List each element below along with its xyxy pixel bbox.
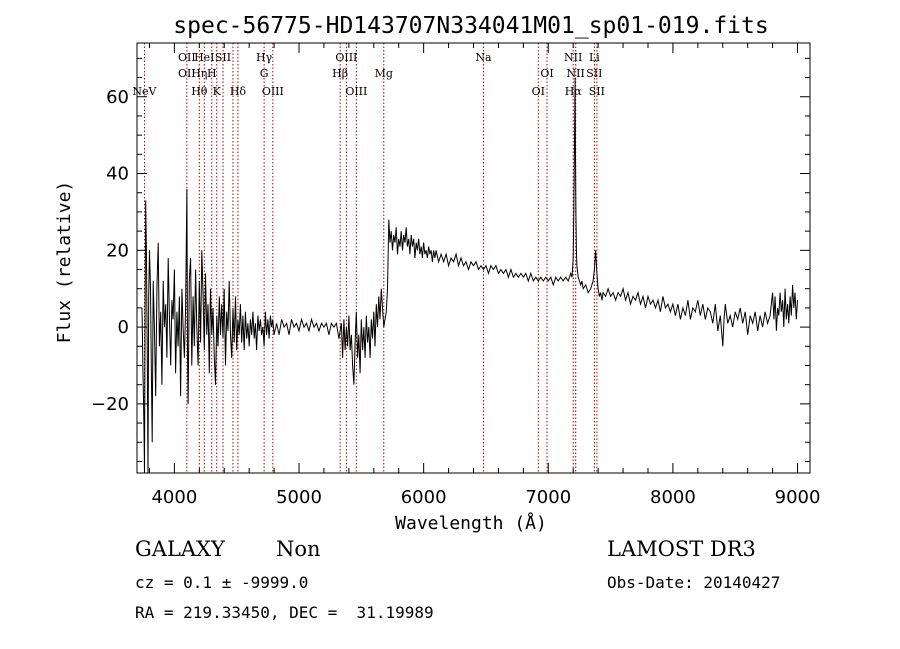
- line-marker-label: OIII: [262, 85, 284, 98]
- x-tick-label: 7000: [525, 487, 571, 508]
- line-marker-label: Li: [589, 51, 600, 64]
- y-tick-label: −20: [91, 394, 129, 415]
- y-axis-label: Flux (relative): [54, 181, 75, 344]
- line-marker-label: SII: [215, 51, 231, 64]
- line-marker-label: OIII: [345, 85, 367, 98]
- x-tick-label: 4000: [151, 487, 197, 508]
- line-marker-label: Hη: [191, 67, 207, 80]
- line-marker-label: G: [260, 67, 269, 80]
- x-axis-label: Wavelength (Å): [395, 512, 547, 534]
- line-marker-label: OI: [532, 85, 545, 98]
- line-marker-label: OIII: [335, 51, 357, 64]
- emission-line-markers: [143, 43, 598, 473]
- line-marker-label: Hβ: [332, 67, 348, 80]
- line-marker-label: NII: [567, 67, 585, 80]
- line-marker-label: NeV: [132, 85, 157, 98]
- coordinates-text: RA = 219.33450, DEC = 31.19989: [135, 603, 434, 622]
- x-tick-label: 5000: [276, 487, 322, 508]
- line-marker-label: H: [207, 67, 217, 80]
- line-marker-label: Hγ: [256, 51, 273, 64]
- line-marker-label: Hθ: [191, 85, 208, 98]
- object-subclass: Non: [276, 537, 321, 561]
- line-marker-label: OII: [178, 67, 196, 80]
- y-tick-label: 0: [118, 317, 129, 338]
- observation-date: Obs-Date: 20140427: [607, 573, 781, 592]
- object-class: GALAXY: [135, 537, 225, 561]
- emission-line-labels: NeVOIIOIIHηHθHeIHKSIIHδHγGOIIIHβOIIIOIII…: [132, 51, 605, 98]
- y-tick-label: 40: [106, 164, 129, 185]
- line-marker-label: SII: [589, 85, 605, 98]
- line-marker-label: OII: [178, 51, 196, 64]
- line-marker-label: OI: [540, 67, 553, 80]
- line-marker-label: Na: [475, 51, 492, 64]
- x-tick-label: 8000: [650, 487, 696, 508]
- x-tick-label: 6000: [401, 487, 447, 508]
- line-marker-label: Hδ: [230, 85, 247, 98]
- line-marker-label: HeI: [194, 51, 214, 64]
- x-tick-label: 9000: [775, 487, 821, 508]
- y-tick-label: 20: [106, 240, 129, 261]
- y-tick-label: 60: [106, 87, 129, 108]
- line-marker-label: Mg: [375, 67, 393, 80]
- x-axis-ticks: 4000 5000 6000 7000 8000 9000: [148, 43, 821, 508]
- y-axis-ticks: −20 0 20 40 60: [91, 57, 810, 462]
- spectrum-line: [141, 77, 798, 474]
- line-marker-label: Hα: [565, 85, 583, 98]
- line-marker-label: SII: [586, 67, 602, 80]
- redshift-text: cz = 0.1 ± -9999.0: [135, 573, 309, 592]
- chart-title: spec-56775-HD143707N334041M01_sp01-019.f…: [173, 13, 768, 39]
- line-marker-label: NII: [564, 51, 582, 64]
- survey-name: LAMOST DR3: [607, 537, 756, 561]
- line-marker-label: K: [213, 85, 222, 98]
